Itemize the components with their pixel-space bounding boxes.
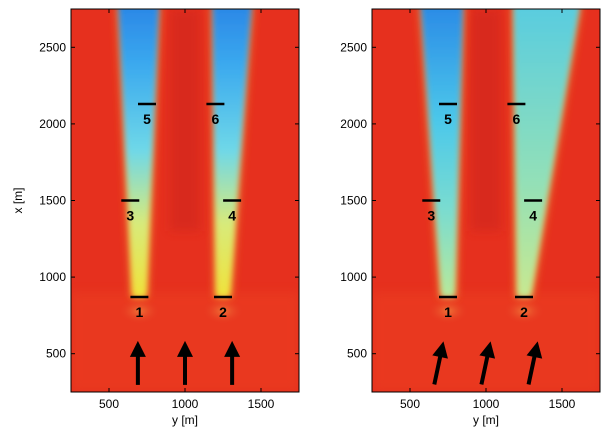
speedup-region bbox=[470, 9, 502, 232]
x-axis-label: y [m] bbox=[172, 413, 198, 427]
x-axis-label: y [m] bbox=[473, 413, 499, 427]
x-tick-label: 1000 bbox=[473, 397, 500, 411]
velocity-field bbox=[71, 9, 299, 392]
turbine-5-label: 5 bbox=[444, 111, 452, 127]
turbine-glow bbox=[426, 297, 470, 326]
wind-arrow-2 bbox=[479, 341, 496, 385]
wind-arrow-1 bbox=[129, 340, 146, 385]
wind-arrow-2 bbox=[177, 340, 193, 385]
turbine-6-label: 6 bbox=[212, 111, 220, 127]
wake-2 bbox=[513, 9, 580, 298]
y-tick-label: 500 bbox=[347, 347, 367, 361]
y-tick-label: 1500 bbox=[340, 194, 367, 208]
plot-panel-2: 1 2 3 4 5 6 500 1000 1500 500 1000 1500 2000 2500 y [m… bbox=[340, 8, 601, 427]
y-tick-label: 1000 bbox=[39, 270, 66, 284]
wind-arrow-1 bbox=[432, 341, 448, 385]
wake-2 bbox=[212, 9, 252, 298]
wind-arrow-3 bbox=[224, 340, 241, 385]
x-tick-label: 1500 bbox=[248, 397, 275, 411]
x-tick-label: 500 bbox=[400, 397, 420, 411]
turbine-4-label: 4 bbox=[228, 208, 236, 224]
y-tick-label: 1500 bbox=[39, 194, 66, 208]
wake-1 bbox=[118, 9, 159, 298]
turbine-6-label: 6 bbox=[513, 111, 521, 127]
velocity-field bbox=[372, 9, 600, 392]
x-tick-label: 500 bbox=[99, 397, 119, 411]
y-tick-label: 2500 bbox=[340, 40, 367, 54]
turbine-glow bbox=[502, 297, 546, 326]
turbine-glow bbox=[117, 297, 162, 326]
y-tick-label: 2000 bbox=[39, 117, 66, 131]
wind-arrow-3 bbox=[526, 341, 543, 385]
inflow-region bbox=[372, 292, 600, 392]
turbine-1-label: 1 bbox=[444, 304, 452, 320]
turbine-2-label: 2 bbox=[219, 304, 227, 320]
turbine-2-label: 2 bbox=[520, 304, 528, 320]
y-tick-label: 2000 bbox=[340, 117, 367, 131]
y-axis-label: x [m] bbox=[11, 188, 25, 214]
plot-panel-1: 1 2 3 4 5 6 500 1000 1500 500 1000 1500 2000 2500 y [m… bbox=[11, 8, 300, 427]
y-tick-label: 2500 bbox=[39, 40, 66, 54]
y-tick-label: 1000 bbox=[340, 270, 367, 284]
turbine-4-label: 4 bbox=[529, 208, 537, 224]
turbine-glow bbox=[201, 297, 245, 326]
x-tick-label: 1500 bbox=[549, 397, 576, 411]
x-tick-label: 1000 bbox=[172, 397, 199, 411]
speedup-region bbox=[169, 9, 201, 232]
turbine-1-label: 1 bbox=[136, 304, 144, 320]
turbine-5-label: 5 bbox=[143, 111, 151, 127]
y-tick-label: 500 bbox=[46, 347, 66, 361]
turbine-3-label: 3 bbox=[126, 208, 134, 224]
wake-1 bbox=[420, 9, 464, 298]
turbine-3-label: 3 bbox=[427, 208, 435, 224]
